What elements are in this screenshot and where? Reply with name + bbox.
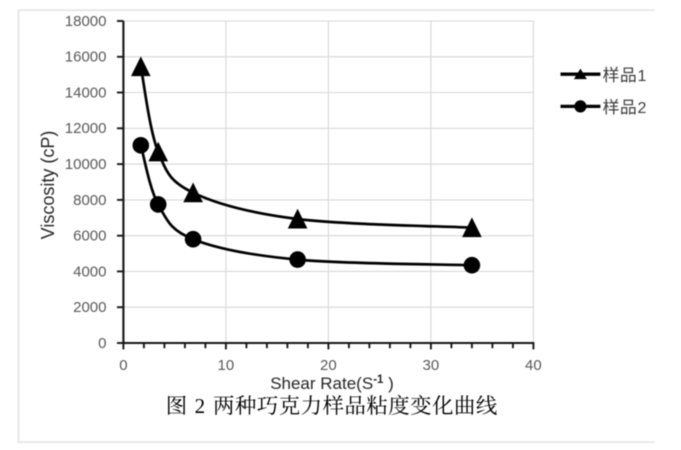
svg-text:30: 30: [423, 357, 440, 374]
svg-text:2000: 2000: [73, 299, 106, 316]
svg-text:12000: 12000: [65, 120, 107, 137]
svg-text:0: 0: [119, 357, 127, 374]
svg-text:0: 0: [98, 335, 106, 352]
svg-text:10000: 10000: [65, 156, 107, 173]
svg-text:4000: 4000: [73, 263, 106, 280]
svg-text:8000: 8000: [73, 192, 106, 209]
svg-text:1: 1: [638, 68, 647, 85]
svg-text:6000: 6000: [73, 228, 106, 245]
svg-text:16000: 16000: [65, 49, 107, 66]
svg-text:20: 20: [320, 357, 337, 374]
svg-text:18000: 18000: [65, 13, 107, 30]
svg-text:40: 40: [525, 357, 542, 374]
svg-text:2: 2: [638, 100, 647, 117]
svg-text:14000: 14000: [65, 84, 107, 101]
svg-text:10: 10: [218, 357, 235, 374]
svg-text:2: 2: [195, 394, 206, 418]
svg-text:Shear Rate(S-1 ): Shear Rate(S-1 ): [270, 374, 394, 393]
svg-text:Viscosity (cP): Viscosity (cP): [38, 131, 58, 240]
